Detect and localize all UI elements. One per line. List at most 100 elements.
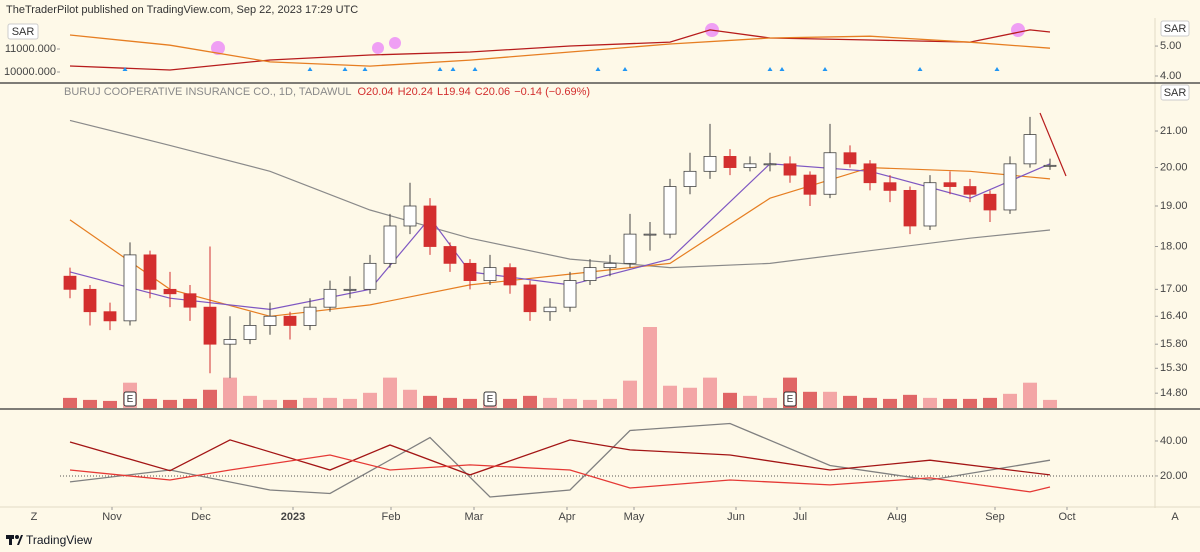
volume-bar — [403, 389, 417, 408]
volume-bar — [343, 398, 357, 408]
signal-circles — [211, 23, 1025, 55]
signal-circle — [211, 41, 225, 55]
volume-bar — [103, 400, 117, 408]
earnings-label: E — [787, 394, 794, 405]
candle-body — [403, 205, 417, 227]
candle-body — [603, 262, 617, 269]
candle-body — [163, 288, 177, 295]
currency-label: SAR — [1164, 23, 1187, 35]
y-tick-label: 15.80 — [1160, 338, 1188, 350]
candle-body — [103, 311, 117, 322]
signal-triangle — [307, 67, 313, 71]
indicator-line — [69, 34, 1051, 67]
volume-bar — [583, 399, 597, 408]
currency-badge — [1160, 20, 1190, 37]
legend-title: BURUJ COOPERATIVE INSURANCE CO., 1D, TAD… — [64, 86, 351, 98]
volume-bar — [823, 391, 837, 408]
x-tick-label: Mar — [465, 511, 484, 523]
moving-average — [69, 119, 1051, 269]
volume-bar — [143, 398, 157, 408]
currency-badge — [7, 23, 39, 40]
signal-triangle — [622, 67, 628, 71]
volume-bar — [703, 377, 717, 408]
volume-bar — [303, 397, 317, 408]
candle-body — [363, 262, 377, 290]
volume-bar — [243, 395, 257, 408]
candle-body — [663, 186, 677, 235]
legend-value: C20.06 — [475, 86, 510, 98]
volume-bar — [963, 398, 977, 408]
logo — [6, 535, 23, 545]
logo-mark — [6, 535, 14, 539]
volume-bar — [803, 391, 817, 408]
volume-bar — [763, 397, 777, 408]
signal-triangle — [342, 67, 348, 71]
legend-value: −0.14 (−0.69%) — [514, 86, 590, 98]
volume-bar — [723, 392, 737, 408]
signal-triangle — [450, 67, 456, 71]
candle-body — [703, 156, 717, 172]
volume-bar — [203, 389, 217, 408]
candle-body — [903, 189, 917, 227]
candle-body — [463, 262, 477, 281]
y-tick-label: 19.00 — [1160, 200, 1188, 212]
volume-bar — [323, 397, 337, 408]
earnings-marker — [783, 391, 797, 407]
volume-bar — [623, 380, 637, 408]
signal-triangle — [122, 67, 128, 71]
volume-bar — [443, 397, 457, 408]
y-tick-label: 40.00 — [1160, 435, 1188, 447]
volume-bar — [903, 394, 917, 408]
x-tick-label: Nov — [102, 511, 122, 523]
y-tick-label: 4.00 — [1160, 70, 1181, 82]
signal-circle — [1011, 23, 1025, 37]
legend-value: H20.24 — [398, 86, 433, 98]
footer: TradingView — [26, 533, 92, 547]
signal-circle — [372, 42, 384, 54]
signal-triangle — [822, 67, 828, 71]
volume-bar — [663, 385, 677, 408]
y-tick-label: 15.30 — [1160, 362, 1188, 374]
y-tick-label: 14.80 — [1160, 387, 1188, 399]
candle-body — [1003, 163, 1017, 211]
candle-body — [283, 315, 297, 326]
candle-body — [943, 182, 957, 187]
y-tick-label: 20.00 — [1160, 161, 1188, 173]
logo-mark — [15, 535, 19, 539]
volume-bar — [523, 395, 537, 408]
signal-triangle — [595, 67, 601, 71]
candle-body — [623, 233, 637, 264]
control-button[interactable]: Z — [31, 511, 38, 523]
y-tick-label: 17.00 — [1160, 283, 1188, 295]
candle-body — [763, 163, 777, 166]
y-tick-label: 16.40 — [1160, 310, 1188, 322]
candle-body — [83, 288, 97, 313]
control-button[interactable]: A — [1171, 511, 1179, 523]
candle-body — [323, 288, 337, 308]
candle-body — [823, 152, 837, 195]
signal-circle — [389, 37, 401, 49]
volume-bar — [63, 397, 77, 408]
y-tick-label: 21.00 — [1160, 125, 1188, 137]
indicator-line — [69, 454, 1051, 493]
volume-bar — [463, 398, 477, 408]
volume-bar — [223, 377, 237, 408]
volume-bar — [183, 398, 197, 408]
currency-badge — [1160, 84, 1190, 101]
candle-body — [803, 174, 817, 195]
candle-body — [683, 170, 697, 187]
trend-line — [1039, 112, 1067, 177]
y-tick-label: 5.00 — [1160, 40, 1181, 52]
candle-body — [503, 267, 517, 286]
signal-triangle — [917, 67, 923, 71]
volume-bar — [743, 395, 757, 408]
signal-triangle — [779, 67, 785, 71]
logo-mark — [17, 535, 23, 545]
volume-bar — [383, 377, 397, 408]
earnings-label: E — [487, 394, 494, 405]
candle-body — [143, 254, 157, 290]
candle-body — [1043, 164, 1057, 167]
earnings-label: E — [127, 394, 134, 405]
candle-body — [423, 205, 437, 247]
